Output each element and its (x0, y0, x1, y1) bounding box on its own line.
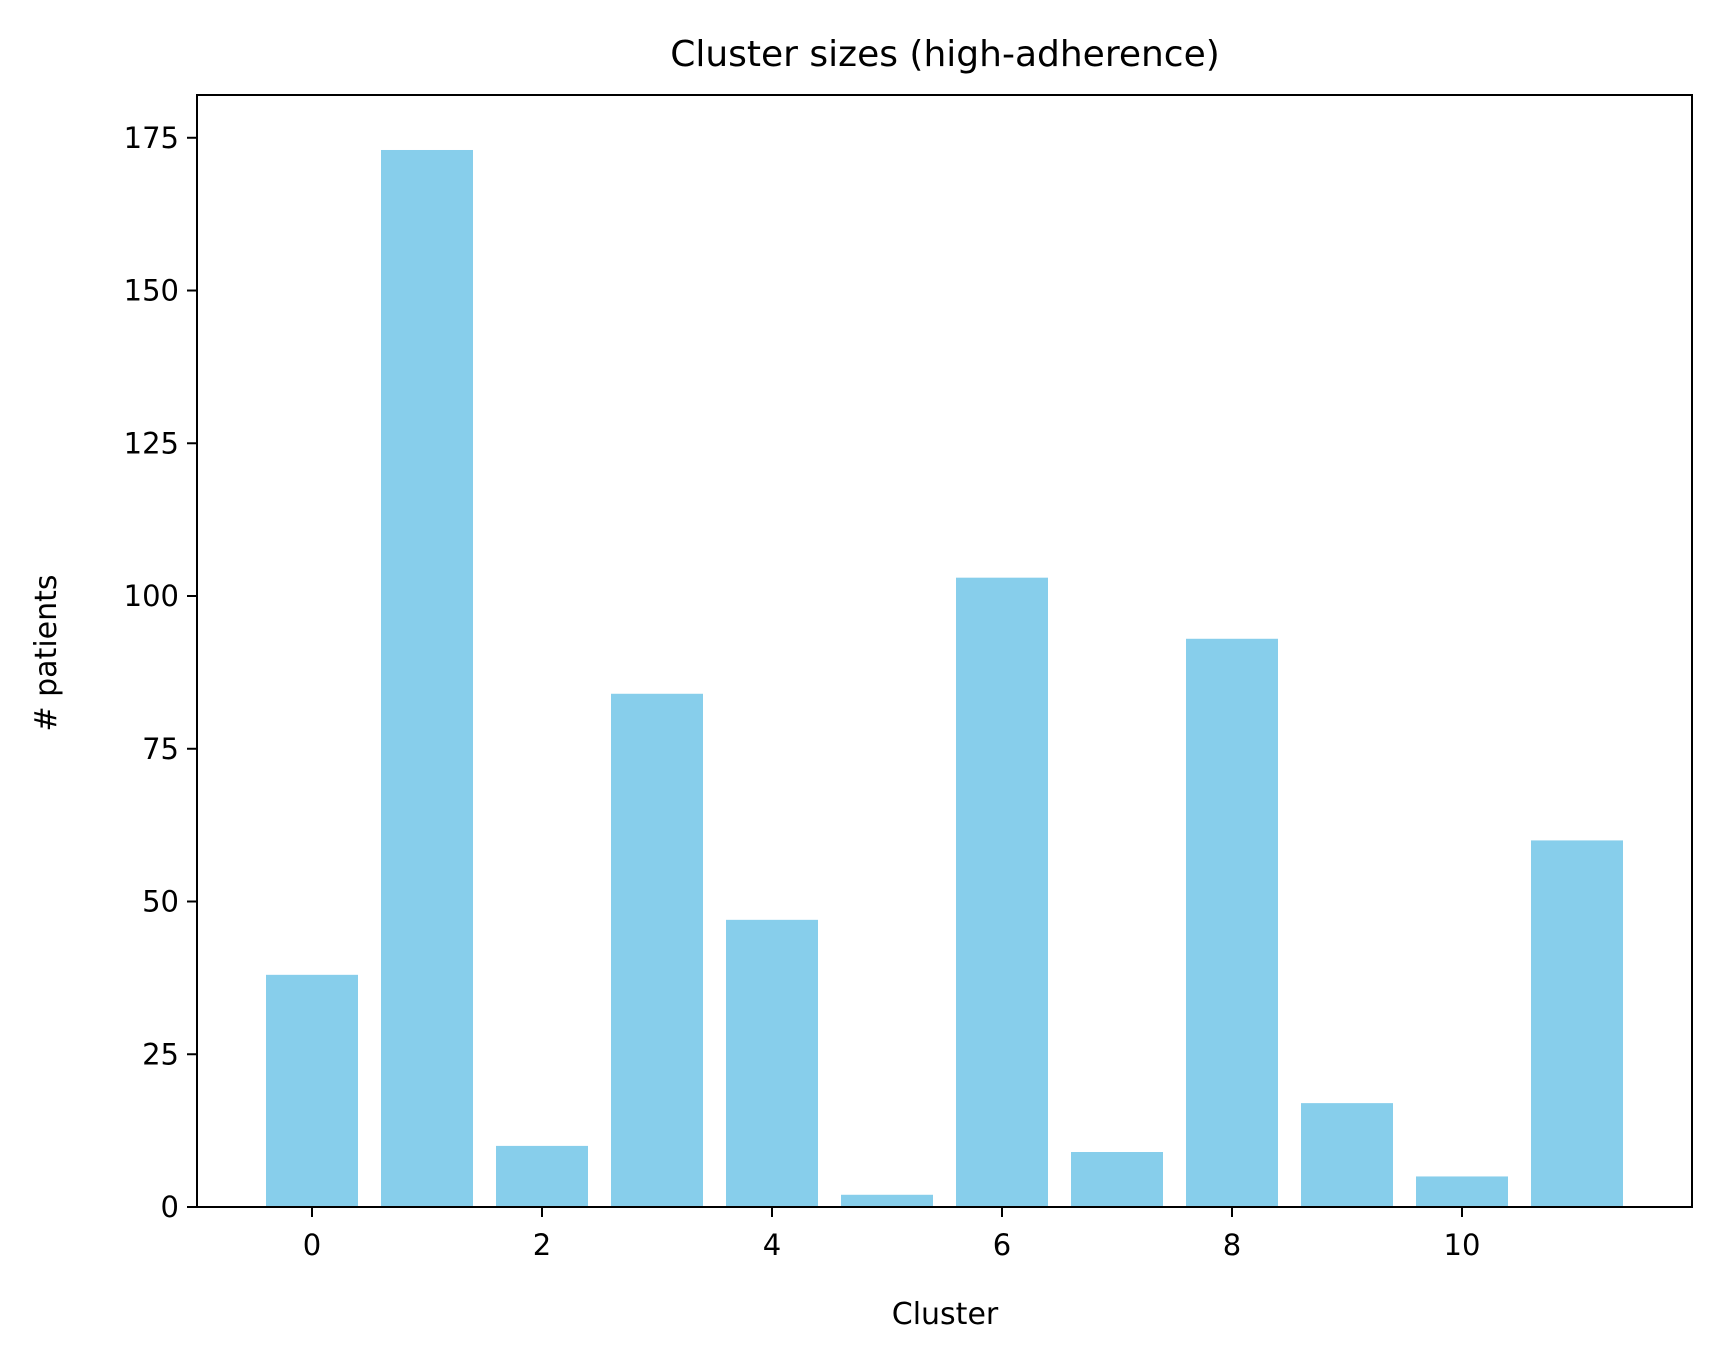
bar-cluster-7 (1071, 1152, 1163, 1207)
y-axis-ticks: 0 25 50 75 100 125 150 175 (124, 121, 197, 1224)
bar-cluster-1 (381, 149, 473, 1207)
y-tick-label: 175 (124, 121, 179, 155)
y-tick-label: 25 (142, 1037, 179, 1071)
y-axis-label: # patients (29, 574, 64, 731)
y-tick-label: 75 (142, 732, 179, 766)
y-tick-label: 100 (124, 579, 179, 613)
plot-frame (196, 94, 1693, 1208)
x-axis-label: Cluster (892, 1297, 999, 1332)
y-tick-label: 50 (142, 885, 179, 919)
bar-cluster-0 (266, 974, 358, 1207)
y-tick-label: 0 (161, 1190, 179, 1224)
bar-cluster-10 (1416, 1176, 1508, 1207)
y-tick-label: 150 (124, 274, 179, 308)
x-tick-label: 8 (1223, 1228, 1241, 1262)
bar-cluster-6 (956, 577, 1048, 1207)
x-tick-label: 10 (1444, 1228, 1481, 1262)
bars-group (266, 149, 1623, 1207)
x-tick-label: 0 (303, 1228, 321, 1262)
bar-cluster-4 (726, 919, 818, 1207)
x-axis-ticks: 0 2 4 6 8 10 (303, 1207, 1481, 1262)
bar-cluster-2 (496, 1145, 588, 1207)
y-tick-label: 125 (124, 426, 179, 460)
x-tick-label: 6 (993, 1228, 1011, 1262)
bar-cluster-11 (1531, 840, 1623, 1207)
x-tick-label: 2 (533, 1228, 551, 1262)
bar-cluster-8 (1186, 638, 1278, 1207)
x-tick-label: 4 (763, 1228, 781, 1262)
bar-cluster-5 (841, 1194, 933, 1207)
chart-title: Cluster sizes (high-adherence) (670, 34, 1220, 75)
bar-cluster-9 (1301, 1103, 1393, 1207)
bar-cluster-3 (611, 693, 703, 1207)
